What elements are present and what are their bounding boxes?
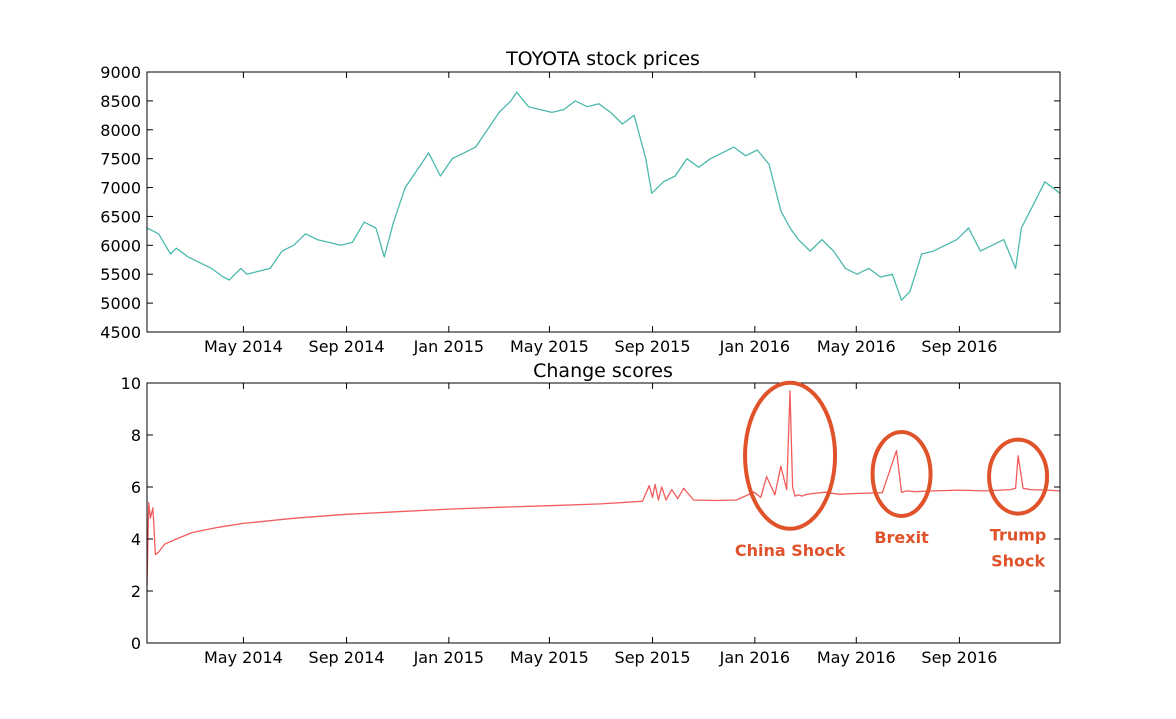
price-series-line: [147, 92, 1060, 300]
annotation-label: China Shock: [735, 541, 846, 560]
price-y-tick-label: 5000: [100, 294, 141, 313]
price-y-tick-label: 8000: [100, 121, 141, 140]
price-chart-title: TOYOTA stock prices: [505, 48, 700, 70]
price-x-tick-label: Jan 2015: [413, 337, 484, 356]
price-x-tick-label: May 2016: [817, 337, 896, 356]
price-x-tick-label: Jan 2016: [719, 337, 790, 356]
price-plot-frame: [147, 72, 1060, 332]
price-x-tick-label: Sep 2014: [309, 337, 385, 356]
score-chart-title: Change scores: [533, 360, 673, 382]
price-y-tick-label: 7000: [100, 179, 141, 198]
score-y-tick-label: 6: [131, 478, 141, 497]
score-y-tick-label: 4: [131, 530, 141, 549]
score-x-tick-label: Jan 2016: [719, 648, 790, 667]
price-x-tick-label: May 2014: [204, 337, 283, 356]
price-x-tick-label: Sep 2016: [921, 337, 997, 356]
annotation-label: Brexit: [874, 528, 929, 547]
price-y-tick-label: 5500: [100, 265, 141, 284]
price-x-tick-label: Sep 2015: [615, 337, 691, 356]
price-x-tick-label: May 2015: [510, 337, 589, 356]
score-series-line: [147, 391, 1060, 586]
score-x-tick-label: Sep 2014: [309, 648, 385, 667]
score-x-tick-label: Sep 2015: [615, 648, 691, 667]
score-x-tick-label: May 2014: [204, 648, 283, 667]
annotation-circle: [873, 432, 931, 516]
score-y-tick-label: 8: [131, 426, 141, 445]
price-y-tick-label: 6500: [100, 207, 141, 226]
stock-price-panel: TOYOTA stock prices 4500 5000 5500 6000 6500…: [100, 48, 1060, 356]
price-y-tick-label: 4500: [100, 323, 141, 342]
price-y-tick-label: 6000: [100, 236, 141, 255]
score-x-tick-label: May 2015: [510, 648, 589, 667]
annotation-circle: [989, 440, 1047, 514]
score-y-tick-label: 10: [121, 374, 141, 393]
score-y-tick-label: 2: [131, 582, 141, 601]
score-x-tick-label: Sep 2016: [921, 648, 997, 667]
score-plot-frame: [147, 383, 1060, 643]
change-score-panel: Change scores 0 2 4 6 8 10 May 2014 Sep 2014 Jan…: [121, 360, 1060, 667]
price-y-tick-label: 9000: [100, 63, 141, 82]
annotation-label: Trump Shock: [990, 526, 1047, 571]
price-y-tick-label: 8500: [100, 92, 141, 111]
score-y-tick-label: 0: [131, 634, 141, 653]
score-x-tick-label: May 2016: [817, 648, 896, 667]
score-x-tick-label: Jan 2015: [413, 648, 484, 667]
price-y-tick-label: 7500: [100, 150, 141, 169]
